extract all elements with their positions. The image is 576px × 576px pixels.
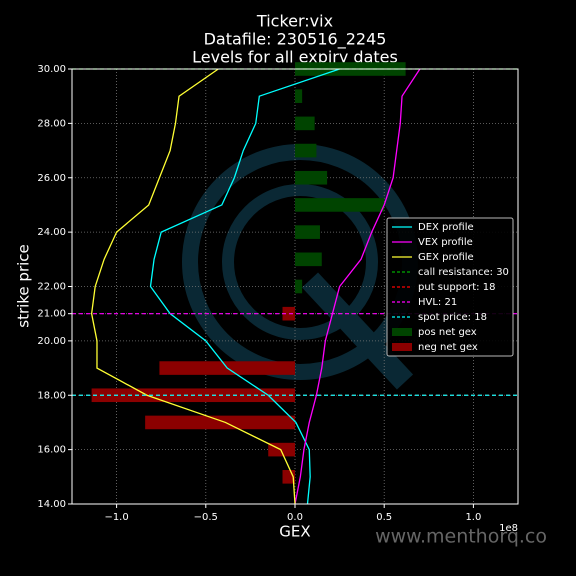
y-tick-label: 16.00 (37, 445, 66, 456)
bar (295, 279, 303, 294)
bar (295, 116, 315, 131)
legend-label: VEX profile (418, 237, 473, 248)
x-tick-label: 0.0 (287, 512, 303, 523)
legend-label: HVL: 21 (418, 297, 457, 308)
legend-label: GEX profile (418, 252, 474, 263)
x-offset-label: 1e8 (499, 523, 518, 534)
y-tick-label: 26.00 (37, 173, 66, 184)
x-tick-label: −0.5 (194, 512, 218, 523)
legend-label: call resistance: 30 (418, 267, 509, 278)
bar (295, 89, 303, 103)
legend-swatch (392, 328, 412, 336)
legend-swatch (392, 343, 412, 351)
y-tick-label: 22.00 (37, 282, 66, 293)
title: Datafile: 230516_2245 (204, 30, 387, 50)
bar (295, 170, 328, 185)
watermark: www.menthorq.co (375, 526, 547, 548)
plot-area: −1.0 −0.5 0.0 0.5 1.0 14.00 16.00 18.00 20.00 21.… (37, 62, 519, 523)
x-tick-label: −1.0 (104, 512, 128, 523)
axes-frame (71, 68, 519, 505)
y-tick-label: 28.00 (37, 118, 66, 129)
bar (282, 306, 295, 321)
legend-label: neg net gex (418, 342, 478, 353)
y-tick-label: 30.00 (37, 64, 66, 75)
line (149, 68, 340, 505)
line (294, 68, 421, 505)
legend-label: DEX profile (418, 222, 474, 233)
x-axis-label: GEX (279, 523, 310, 541)
bar (295, 198, 385, 212)
legend-label: put support: 18 (418, 282, 495, 293)
legend-box (386, 217, 514, 357)
legend-label: spot price: 18 (418, 312, 487, 323)
bar (295, 143, 317, 158)
y-axis-label: strike price (15, 244, 33, 328)
y-tick-label: 24.00 (37, 227, 66, 238)
y-tick-label: 14.00 (37, 499, 66, 510)
title: Levels for all expiry dates (192, 48, 398, 67)
line (90, 68, 296, 505)
bar (295, 225, 320, 239)
bar (145, 415, 295, 430)
bar (295, 252, 322, 267)
title: Ticker:vix (256, 12, 333, 31)
legend-label: pos net gex (418, 327, 477, 338)
y-tick-label: 20.00 (37, 336, 66, 347)
x-tick-label: 0.5 (376, 512, 392, 523)
y-tick-label: 18.00 (37, 390, 66, 401)
y-tick-label: 21.00 (37, 309, 66, 320)
x-tick-label: 1.0 (465, 512, 481, 523)
